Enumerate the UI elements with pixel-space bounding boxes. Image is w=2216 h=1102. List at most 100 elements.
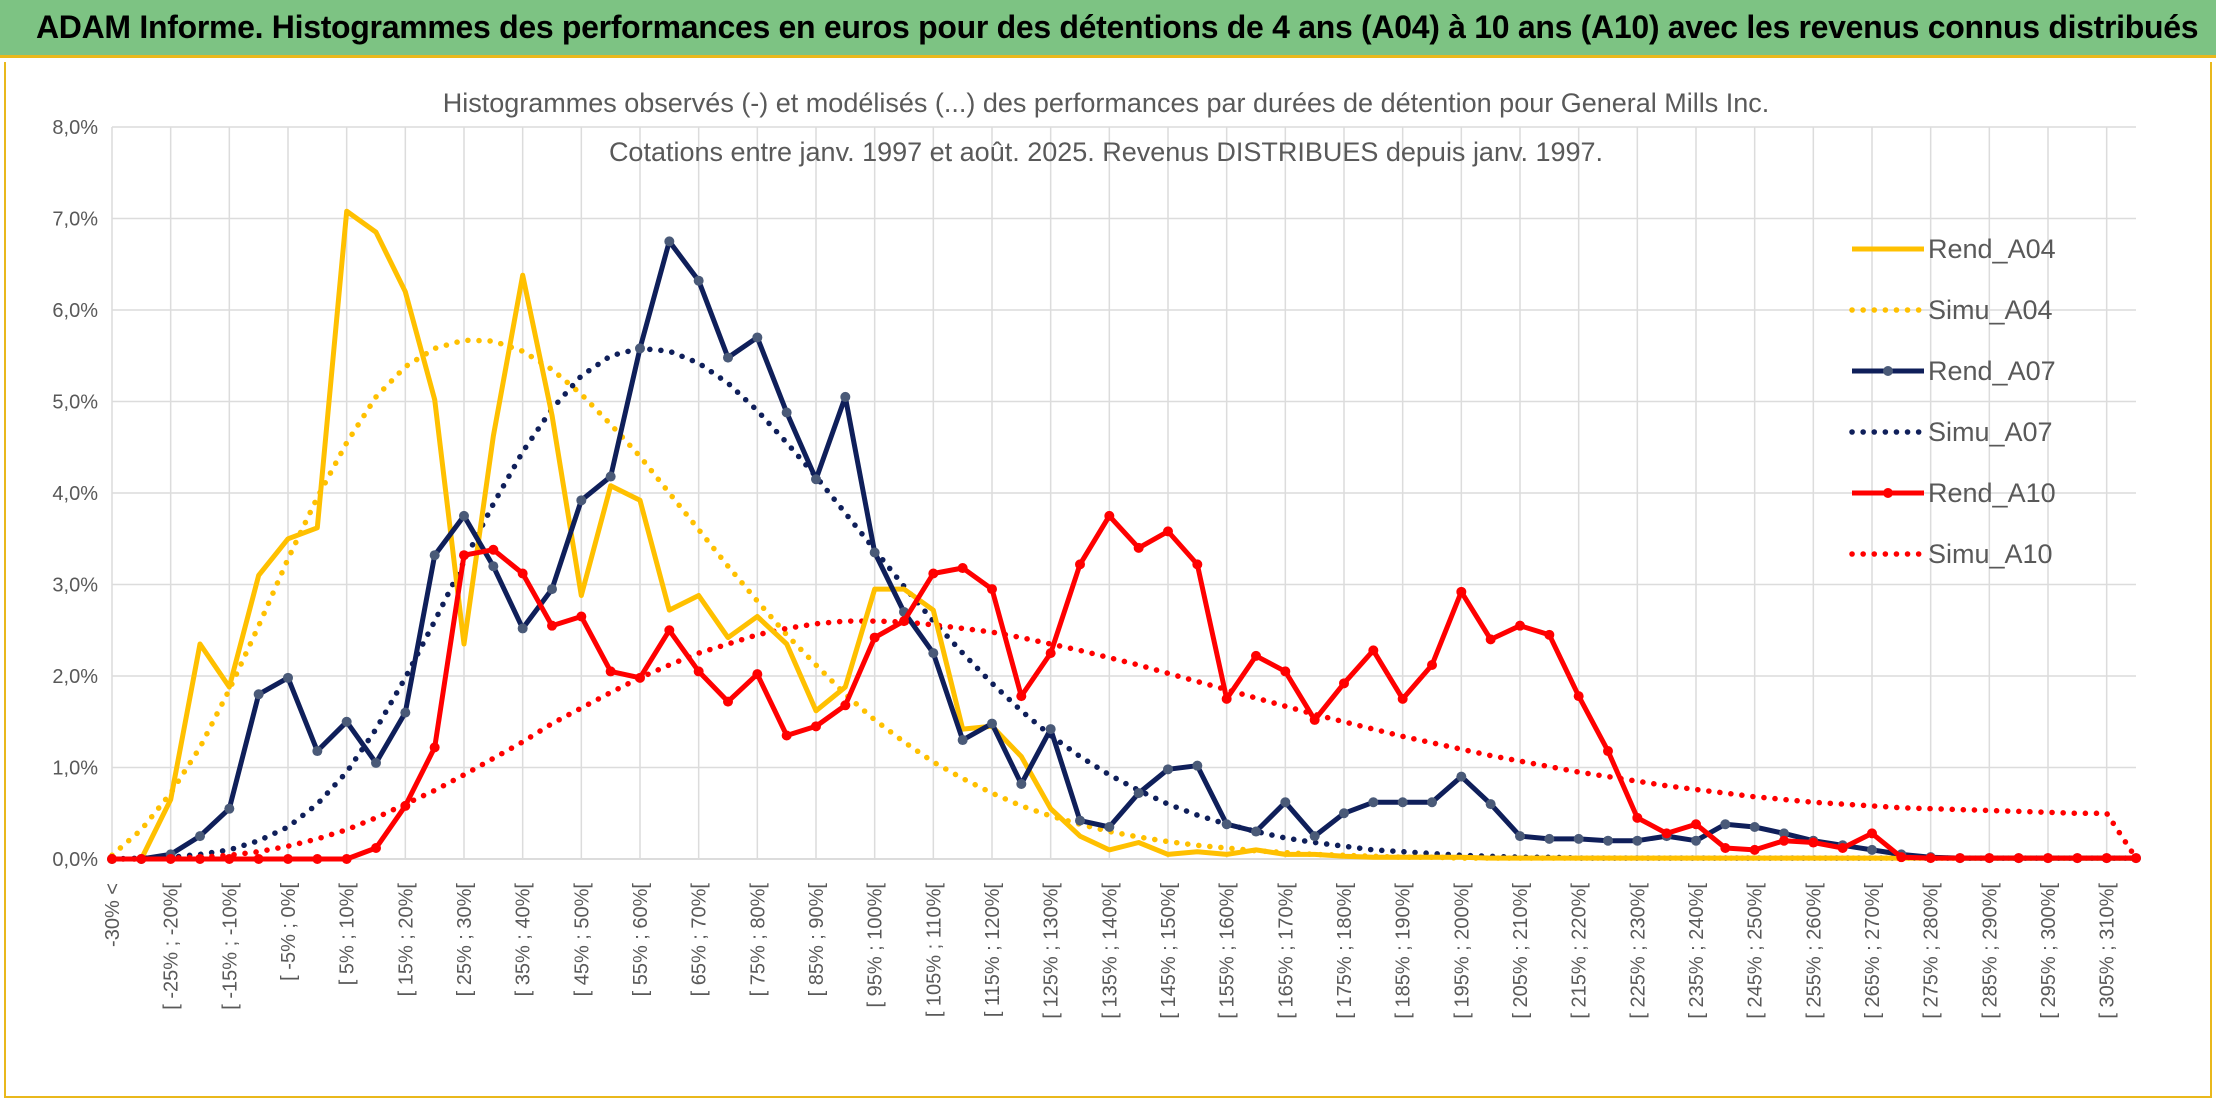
data-point bbox=[1515, 620, 1525, 631]
legend-marker bbox=[1883, 366, 1893, 376]
data-point bbox=[1251, 650, 1261, 661]
data-point bbox=[1984, 853, 1995, 864]
data-point bbox=[576, 495, 587, 506]
data-point bbox=[811, 474, 821, 485]
series-line bbox=[109, 618, 2139, 862]
data-point bbox=[371, 757, 381, 768]
data-point bbox=[1603, 746, 1613, 757]
data-point bbox=[1456, 771, 1467, 782]
data-point bbox=[1045, 724, 1056, 735]
data-point bbox=[517, 568, 528, 579]
data-point bbox=[1779, 835, 1789, 846]
x-tick-label: [ 145% ; 150%[ bbox=[1158, 883, 1180, 1019]
data-point bbox=[781, 407, 792, 418]
x-axis-ticks: -30% < [ -25% ; -20%[[ -15% ; -10%[[ -5% … bbox=[102, 883, 2119, 1019]
data-point bbox=[987, 584, 997, 595]
x-tick-label: [ 235% ; 240%[ bbox=[1686, 883, 1708, 1019]
data-point bbox=[253, 854, 264, 864]
data-point bbox=[1016, 778, 1027, 789]
data-point bbox=[2072, 853, 2083, 864]
data-point bbox=[1603, 835, 1613, 846]
x-tick-label: [ 295% ; 300%[ bbox=[2038, 883, 2060, 1019]
data-point bbox=[1075, 815, 1085, 826]
data-point bbox=[869, 632, 880, 643]
x-tick-label: [ 255% ; 260%[ bbox=[1803, 883, 1825, 1019]
x-tick-label: [ 45% ; 50%[ bbox=[571, 883, 593, 997]
chart-title: Histogrammes observés (-) et modélisés (… bbox=[443, 88, 1770, 118]
data-point bbox=[224, 854, 235, 864]
data-point bbox=[635, 672, 645, 683]
data-point bbox=[400, 707, 411, 718]
data-point bbox=[195, 831, 205, 842]
y-tick-label: 1,0% bbox=[52, 758, 98, 780]
legend-label: Simu_A07 bbox=[1928, 417, 2053, 447]
data-point bbox=[1192, 559, 1203, 570]
data-point bbox=[429, 742, 440, 753]
data-point bbox=[1397, 693, 1408, 704]
data-point bbox=[341, 854, 352, 864]
x-tick-label: [ -25% ; -20%[ bbox=[161, 883, 183, 1010]
y-tick-label: 5,0% bbox=[52, 392, 98, 414]
data-point bbox=[371, 843, 381, 854]
x-tick-label: [ 185% ; 190%[ bbox=[1393, 883, 1415, 1019]
series-rend-a04 bbox=[109, 208, 2139, 862]
data-point bbox=[1309, 714, 1320, 725]
data-point bbox=[2013, 853, 2024, 864]
data-point bbox=[488, 544, 499, 555]
legend-item: Rend_A04 bbox=[1852, 234, 2056, 264]
data-point bbox=[1339, 808, 1349, 819]
legend-item: Simu_A07 bbox=[1849, 417, 2053, 447]
series-simu-a07 bbox=[109, 345, 2139, 862]
legend-label: Rend_A04 bbox=[1928, 234, 2056, 264]
data-point bbox=[2131, 853, 2141, 864]
data-point bbox=[488, 561, 499, 572]
y-tick-label: 6,0% bbox=[52, 300, 98, 322]
data-point bbox=[1427, 797, 1437, 808]
data-point bbox=[1867, 844, 1877, 855]
gridlines bbox=[111, 126, 2136, 860]
data-point bbox=[1280, 797, 1291, 808]
data-point bbox=[899, 616, 909, 627]
data-point bbox=[1221, 819, 1232, 830]
legend-item: Simu_A10 bbox=[1849, 539, 2053, 569]
legend-item: Simu_A04 bbox=[1849, 295, 2053, 325]
data-point bbox=[1368, 797, 1379, 808]
series-line bbox=[109, 208, 2139, 862]
x-tick-label: [ 155% ; 160%[ bbox=[1217, 883, 1239, 1019]
data-point bbox=[723, 352, 733, 363]
data-point bbox=[1573, 833, 1584, 844]
data-point bbox=[840, 391, 851, 402]
data-point bbox=[1544, 629, 1555, 640]
header-banner: ADAM Informe. Histogrammes des performan… bbox=[0, 0, 2216, 58]
data-point bbox=[1192, 760, 1203, 771]
data-point bbox=[107, 854, 117, 864]
data-point bbox=[283, 672, 293, 683]
data-point bbox=[1251, 826, 1261, 837]
y-tick-label: 0,0% bbox=[52, 849, 98, 871]
data-point bbox=[1896, 852, 1907, 863]
data-point bbox=[928, 648, 939, 659]
data-point bbox=[1075, 559, 1085, 570]
x-tick-label: [ 205% ; 210%[ bbox=[1510, 883, 1532, 1019]
data-point bbox=[312, 854, 323, 864]
series-layer bbox=[107, 208, 2141, 864]
data-point bbox=[781, 730, 792, 741]
data-point bbox=[635, 343, 645, 354]
y-tick-label: 3,0% bbox=[52, 575, 98, 597]
data-point bbox=[957, 735, 968, 746]
data-point bbox=[664, 236, 675, 247]
data-point bbox=[1397, 797, 1408, 808]
data-point bbox=[869, 547, 880, 558]
y-tick-label: 7,0% bbox=[52, 209, 98, 231]
data-point bbox=[1104, 821, 1115, 832]
legend-marker bbox=[1883, 488, 1893, 498]
data-point bbox=[1720, 843, 1731, 854]
data-point bbox=[547, 584, 557, 595]
line-chart: Histogrammes observés (-) et modélisés (… bbox=[52, 88, 2141, 1019]
data-point bbox=[1925, 853, 1936, 864]
data-point bbox=[1221, 693, 1232, 704]
x-tick-label: [ 225% ; 230%[ bbox=[1627, 883, 1649, 1019]
data-point bbox=[224, 803, 235, 814]
data-point bbox=[1837, 843, 1848, 854]
y-tick-label: 4,0% bbox=[52, 483, 98, 505]
